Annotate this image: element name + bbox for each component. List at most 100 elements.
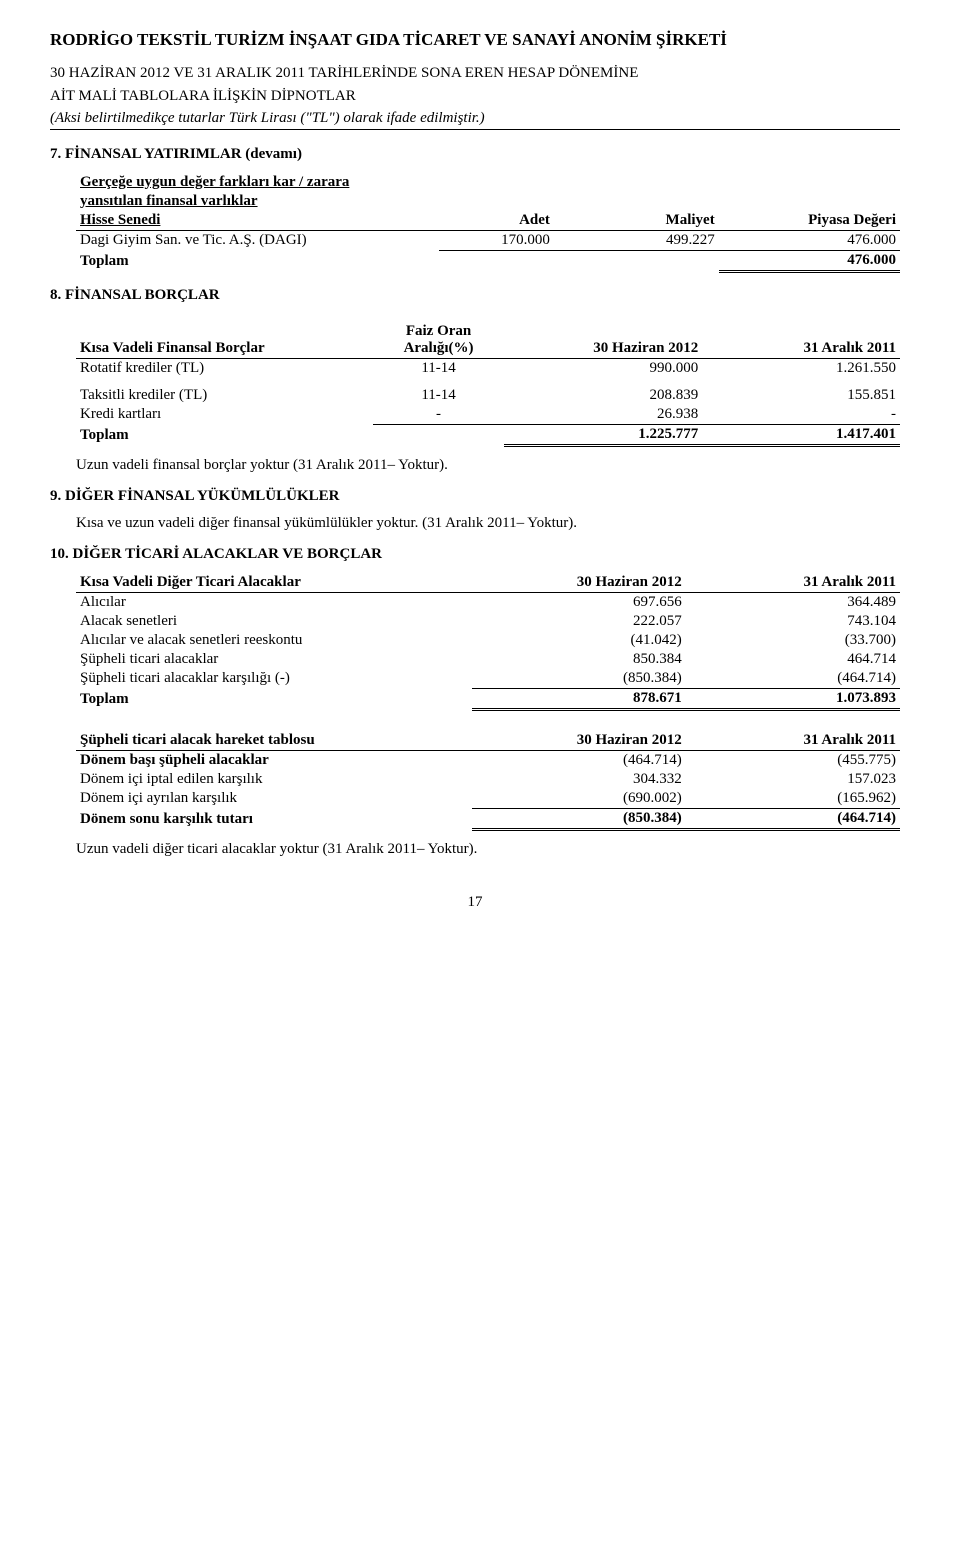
cell: 11-14 <box>373 386 505 405</box>
sec10-t1-toplam-v1: 878.671 <box>472 688 686 709</box>
cell: Dönem içi ayrılan karşılık <box>76 789 472 809</box>
sec10-t1-toplam-l: Toplam <box>76 688 472 709</box>
cell: Kredi kartları <box>76 405 373 425</box>
cell: Dönem içi iptal edilen karşılık <box>76 770 472 789</box>
cell: (464.714) <box>686 669 900 689</box>
header-italic: (Aksi belirtilmedikçe tutarlar Türk Lira… <box>50 110 900 130</box>
cell: Taksitli krediler (TL) <box>76 386 373 405</box>
sec8-h-faiz2: Aralığı(%) <box>404 340 474 356</box>
sec10-note: Uzun vadeli diğer ticari alacaklar yoktu… <box>76 841 900 858</box>
table-row: Toplam 476.000 <box>76 250 900 271</box>
cell: Alacak senetleri <box>76 612 472 631</box>
cell: 990.000 <box>504 358 702 378</box>
sec7-h-adet: Adet <box>439 211 554 231</box>
cell: 304.332 <box>472 770 686 789</box>
sec10-t1-h-c2: 31 Aralık 2011 <box>686 573 900 593</box>
sec8-toplam-v1: 1.225.777 <box>504 424 702 445</box>
sec7-toplam-val: 476.000 <box>719 250 900 271</box>
table-row: Şüpheli ticari alacaklar karşılığı (-) (… <box>76 669 900 689</box>
sec10-table2: Şüpheli ticari alacak hareket tablosu 30… <box>76 731 900 831</box>
sec10-t2-h-label: Şüpheli ticari alacak hareket tablosu <box>76 731 472 751</box>
cell: Rotatif krediler (TL) <box>76 358 373 378</box>
table-row: Dönem sonu karşılık tutarı (850.384) (46… <box>76 808 900 829</box>
cell: Şüpheli ticari alacaklar karşılığı (-) <box>76 669 472 689</box>
cell: (464.714) <box>686 808 900 829</box>
sec7-h-piyasa: Piyasa Değeri <box>719 211 900 231</box>
cell: 26.938 <box>504 405 702 425</box>
cell: 364.489 <box>686 592 900 612</box>
cell: - <box>373 405 505 425</box>
sec8-h-c2: 31 Aralık 2011 <box>702 322 900 359</box>
table-row: Dönem başı şüpheli alacaklar (464.714) (… <box>76 750 900 770</box>
sec8-h-faiz1: Faiz Oran <box>406 323 471 339</box>
table-row: Alacak senetleri 222.057 743.104 <box>76 612 900 631</box>
section-10-title: 10. DİĞER TİCARİ ALACAKLAR VE BORÇLAR <box>50 546 900 563</box>
header-line-2: AİT MALİ TABLOLARA İLİŞKİN DİPNOTLAR <box>50 87 900 106</box>
table-row: Alıcılar 697.656 364.489 <box>76 592 900 612</box>
cell: 208.839 <box>504 386 702 405</box>
sec10-t1-toplam-v2: 1.073.893 <box>686 688 900 709</box>
cell: 1.261.550 <box>702 358 900 378</box>
table-row: Dönem içi ayrılan karşılık (690.002) (16… <box>76 789 900 809</box>
table-row: Taksitli krediler (TL) 11-14 208.839 155… <box>76 386 900 405</box>
sec10-t2-h-c1: 30 Haziran 2012 <box>472 731 686 751</box>
cell: Alıcılar ve alacak senetleri reeskontu <box>76 631 472 650</box>
sec8-h-kisa: Kısa Vadeli Finansal Borçlar <box>76 322 373 359</box>
sec7-sub1: Gerçeğe uygun değer farkları kar / zarar… <box>80 174 349 190</box>
table-row: Dönem içi iptal edilen karşılık 304.332 … <box>76 770 900 789</box>
table-row: Kredi kartları - 26.938 - <box>76 405 900 425</box>
table-row: Toplam 878.671 1.073.893 <box>76 688 900 709</box>
cell: Dönem başı şüpheli alacaklar <box>76 750 472 770</box>
sec9-note: Kısa ve uzun vadeli diğer finansal yüküm… <box>76 515 900 532</box>
table-row: Şüpheli ticari alacaklar 850.384 464.714 <box>76 650 900 669</box>
header-line-1: 30 HAZİRAN 2012 VE 31 ARALIK 2011 TARİHL… <box>50 64 900 83</box>
cell: (41.042) <box>472 631 686 650</box>
sec8-toplam-label: Toplam <box>76 424 373 445</box>
cell: 157.023 <box>686 770 900 789</box>
cell: 697.656 <box>472 592 686 612</box>
table-row: Alıcılar ve alacak senetleri reeskontu (… <box>76 631 900 650</box>
cell: (464.714) <box>472 750 686 770</box>
cell: 850.384 <box>472 650 686 669</box>
sec7-dagi-maliyet: 499.227 <box>554 230 719 250</box>
sec8-table: Kısa Vadeli Finansal Borçlar Faiz Oran A… <box>76 322 900 447</box>
cell: (165.962) <box>686 789 900 809</box>
section-7-title: 7. FİNANSAL YATIRIMLAR (devamı) <box>50 146 900 163</box>
sec7-sub2: yansıtılan finansal varlıklar <box>80 193 258 209</box>
sec8-h-c1: 30 Haziran 2012 <box>504 322 702 359</box>
cell: 743.104 <box>686 612 900 631</box>
sec8-note: Uzun vadeli finansal borçlar yoktur (31 … <box>76 457 900 474</box>
sec7-h-maliyet: Maliyet <box>554 211 719 231</box>
cell: (850.384) <box>472 808 686 829</box>
cell: (690.002) <box>472 789 686 809</box>
table-row: Dagi Giyim San. ve Tic. A.Ş. (DAGI) 170.… <box>76 230 900 250</box>
sec7-table: Gerçeğe uygun değer farkları kar / zarar… <box>76 173 900 273</box>
sec10-t1-h-c1: 30 Haziran 2012 <box>472 573 686 593</box>
cell: (850.384) <box>472 669 686 689</box>
cell: Alıcılar <box>76 592 472 612</box>
page-number: 17 <box>50 894 900 911</box>
cell: Şüpheli ticari alacaklar <box>76 650 472 669</box>
sec7-dagi-label: Dagi Giyim San. ve Tic. A.Ş. (DAGI) <box>76 230 439 250</box>
section-9-title: 9. DİĞER FİNANSAL YÜKÜMLÜLÜKLER <box>50 488 900 505</box>
sec10-table1: Kısa Vadeli Diğer Ticari Alacaklar 30 Ha… <box>76 573 900 711</box>
table-row: Rotatif krediler (TL) 11-14 990.000 1.26… <box>76 358 900 378</box>
cell: 155.851 <box>702 386 900 405</box>
cell: 464.714 <box>686 650 900 669</box>
sec7-dagi-adet: 170.000 <box>439 230 554 250</box>
company-name: RODRİGO TEKSTİL TURİZM İNŞAAT GIDA TİCAR… <box>50 30 900 50</box>
sec7-h-hisse: Hisse Senedi <box>80 212 160 228</box>
section-8-title: 8. FİNANSAL BORÇLAR <box>50 287 900 304</box>
cell: (33.700) <box>686 631 900 650</box>
table-row: Toplam 1.225.777 1.417.401 <box>76 424 900 445</box>
cell: (455.775) <box>686 750 900 770</box>
sec8-toplam-v2: 1.417.401 <box>702 424 900 445</box>
cell: Dönem sonu karşılık tutarı <box>76 808 472 829</box>
cell: 222.057 <box>472 612 686 631</box>
cell: - <box>702 405 900 425</box>
sec10-t2-h-c2: 31 Aralık 2011 <box>686 731 900 751</box>
cell: 11-14 <box>373 358 505 378</box>
sec7-dagi-piyasa: 476.000 <box>719 230 900 250</box>
sec7-toplam-label: Toplam <box>76 250 439 271</box>
sec10-t1-h-label: Kısa Vadeli Diğer Ticari Alacaklar <box>76 573 472 593</box>
